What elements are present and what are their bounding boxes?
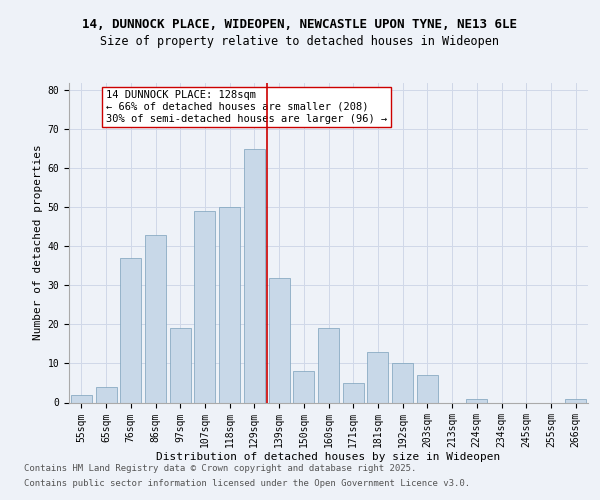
Bar [367,352,388,403]
Bar [170,328,191,402]
Bar [219,208,240,402]
Bar [120,258,141,402]
Text: 14, DUNNOCK PLACE, WIDEOPEN, NEWCASTLE UPON TYNE, NE13 6LE: 14, DUNNOCK PLACE, WIDEOPEN, NEWCASTLE U… [83,18,517,30]
Bar [244,149,265,403]
X-axis label: Distribution of detached houses by size in Wideopen: Distribution of detached houses by size … [157,452,500,462]
Bar [466,398,487,402]
Text: Contains public sector information licensed under the Open Government Licence v3: Contains public sector information licen… [24,479,470,488]
Bar [145,234,166,402]
Bar [417,375,438,402]
Bar [71,394,92,402]
Bar [269,278,290,402]
Text: 14 DUNNOCK PLACE: 128sqm
← 66% of detached houses are smaller (208)
30% of semi-: 14 DUNNOCK PLACE: 128sqm ← 66% of detach… [106,90,388,124]
Bar [343,383,364,402]
Bar [318,328,339,402]
Bar [95,387,116,402]
Text: Size of property relative to detached houses in Wideopen: Size of property relative to detached ho… [101,35,499,48]
Bar [392,364,413,403]
Bar [293,372,314,402]
Bar [194,212,215,402]
Y-axis label: Number of detached properties: Number of detached properties [34,144,43,340]
Bar [565,398,586,402]
Text: Contains HM Land Registry data © Crown copyright and database right 2025.: Contains HM Land Registry data © Crown c… [24,464,416,473]
